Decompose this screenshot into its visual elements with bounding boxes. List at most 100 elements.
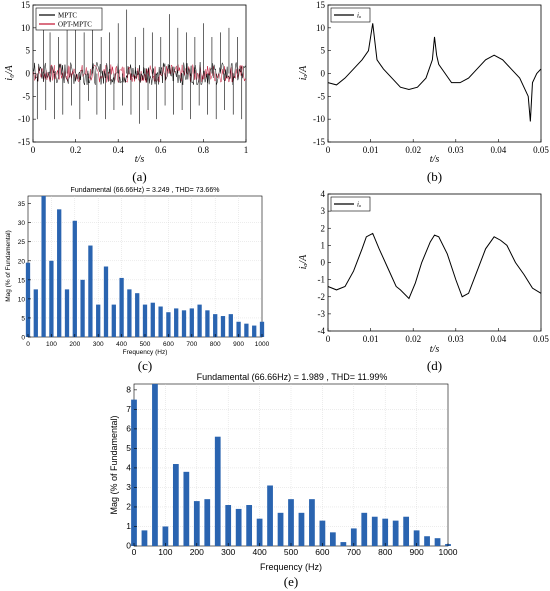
y-tick-label: 30 [18,220,26,227]
bar [382,518,389,546]
x-axis-label: t/s [135,154,145,165]
y-tick-label: 2 [126,501,131,511]
panel-b-phase-current: 0 0.01 0.02 0.03 0.04 0.05 -15 -10 -5 0 5 10 15 iₐ i… [298,0,549,184]
legend: iₐ [330,196,371,212]
panel-label: (c) [138,358,152,373]
x-tick-label: 700 [347,547,361,557]
x-tick-label: 600 [163,341,174,348]
bar [244,323,249,337]
series-marks [32,9,247,124]
y-tick-label: 20 [18,258,26,265]
y-tick-label: 5 [26,46,31,56]
x-tick-label: 0.04 [491,334,507,344]
x-tick-label: 0.03 [448,145,464,155]
x-tick-label: 100 [46,341,57,348]
x-tick-label: 0 [132,547,137,557]
y-tick-label: 6 [126,423,131,433]
y-tick-label: 0 [21,335,25,342]
bar [413,530,420,546]
bar [225,505,232,546]
x-tick-label: 900 [233,341,244,348]
x-tick-label: 300 [221,547,235,557]
y-tick-label: 2 [321,223,326,233]
y-tick-label: -15 [313,137,325,147]
bar [111,304,116,337]
bar [131,399,137,546]
x-tick-label: 0 [326,334,331,344]
bar [434,538,441,546]
bar [267,485,273,546]
legend-label: iₐ [357,12,361,20]
x-tick-label: 0 [26,341,30,348]
axes: 0 100 200 300 400 500 600 700 800 900 1000 0 1 2 3 4 5 6 7… [126,384,457,557]
x-tick-label: 1000 [439,547,458,557]
y-tick-label: 0 [126,541,131,551]
legend-label-mptc: MPTC [58,12,77,20]
bar [392,520,399,546]
panel-d-phase-current: 0 0.01 0.02 0.03 0.04 0.05 -4 -3 -2 -1 0 1 2 3 4 iₐ iₐ… [298,189,549,373]
panel-label: (d) [427,358,442,373]
series-noise-band [32,62,247,86]
bar [235,508,242,546]
bar [103,266,109,337]
x-tick-label: 1 [244,145,249,155]
bar [141,530,148,546]
y-tick-label: 15 [18,277,26,284]
bar [205,310,210,337]
bar [214,436,221,546]
bar [197,304,202,337]
bar [183,471,190,546]
x-tick-label: 0.2 [70,145,81,155]
y-tick-label: 15 [21,0,31,10]
x-tick-label: 200 [69,341,80,348]
y-tick-label: -1 [318,275,326,285]
y-tick-label: -10 [18,114,30,124]
axes: 0 0.2 0.4 0.6 0.8 1 -15 -10 -5 0 5 10 15 [18,0,248,155]
series-line [327,23,542,122]
bars [131,384,451,546]
bar [298,512,305,546]
bar [193,501,200,546]
bar [371,516,378,546]
bars [25,196,265,337]
y-tick-label: -5 [23,91,31,101]
bar [424,536,430,546]
x-tick-label: 0.02 [405,334,421,344]
x-tick-label: 0.01 [363,334,379,344]
x-tick-label: 0.8 [198,145,210,155]
bar [204,499,211,546]
y-tick-label: 15 [316,0,326,10]
bar [88,245,93,337]
x-tick-label: 200 [190,547,204,557]
x-tick-label: 0 [326,145,331,155]
x-tick-label: 100 [158,547,172,557]
x-tick-label: 0.02 [405,145,421,155]
bar [319,520,326,546]
bar [166,312,171,337]
y-tick-label: 0 [26,69,31,79]
x-tick-label: 500 [284,547,298,557]
x-tick-label: 0.05 [533,334,549,344]
panel-e-harmonic-spectrum: Fundamental (66.66Hz) = 1.989 , THD= 11.… [109,372,458,589]
legend-label: iₐ [357,201,361,209]
bar [181,310,187,337]
y-tick-label: 3 [126,482,131,492]
bar [174,308,179,337]
bar [277,512,284,546]
y-tick-label: -2 [318,292,326,302]
x-tick-label: 900 [410,547,424,557]
bar [150,302,155,337]
y-tick-label: 10 [18,296,26,303]
bar [340,542,347,546]
x-axis-label: t/s [430,154,440,165]
plot-frame [327,193,542,332]
x-tick-label: 300 [93,341,104,348]
y-tick-label: 4 [321,189,326,199]
y-tick-label: -5 [318,91,326,101]
y-tick-label: 0 [321,69,326,79]
x-tick-label: 0.04 [491,145,507,155]
bar [41,196,46,337]
x-tick-label: 600 [315,547,329,557]
bar [259,321,265,337]
